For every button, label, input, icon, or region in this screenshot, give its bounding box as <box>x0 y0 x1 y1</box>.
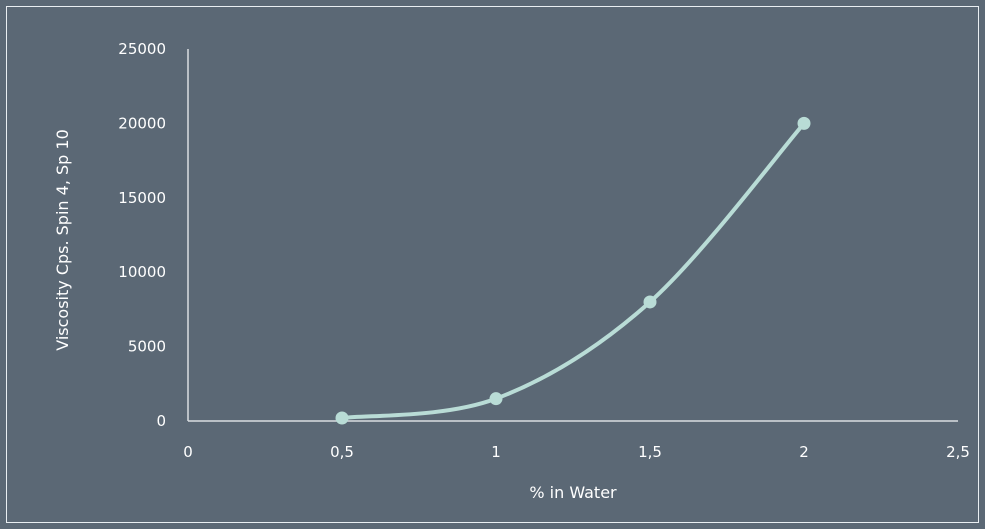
x-tick-label: 0,5 <box>330 443 354 461</box>
x-axis-title: % in Water <box>529 483 617 502</box>
y-tick-label: 15000 <box>118 189 166 207</box>
x-tick-labels: 0 0,5 1 1,5 2 2,5 <box>183 443 970 461</box>
series-smooth-line <box>340 121 806 421</box>
y-tick-labels: 0 5000 10000 15000 20000 25000 <box>118 40 166 430</box>
x-tick-label: 2,5 <box>946 443 970 461</box>
x-tick-label: 1,5 <box>638 443 662 461</box>
x-tick-label: 2 <box>799 443 809 461</box>
y-tick-label: 20000 <box>118 114 166 132</box>
data-points <box>335 116 811 425</box>
y-axis-title: Viscosity Cps. Spin 4, Sp 10 <box>53 129 72 351</box>
x-tick-label: 1 <box>491 443 501 461</box>
y-tick-label: 10000 <box>118 263 166 281</box>
y-tick-label: 5000 <box>128 338 166 356</box>
data-point <box>643 295 657 309</box>
y-tick-label: 0 <box>156 412 166 430</box>
data-point <box>797 116 811 130</box>
y-tick-label: 25000 <box>118 40 166 58</box>
data-point <box>335 411 349 425</box>
data-point <box>489 392 503 406</box>
x-tick-label: 0 <box>183 443 193 461</box>
